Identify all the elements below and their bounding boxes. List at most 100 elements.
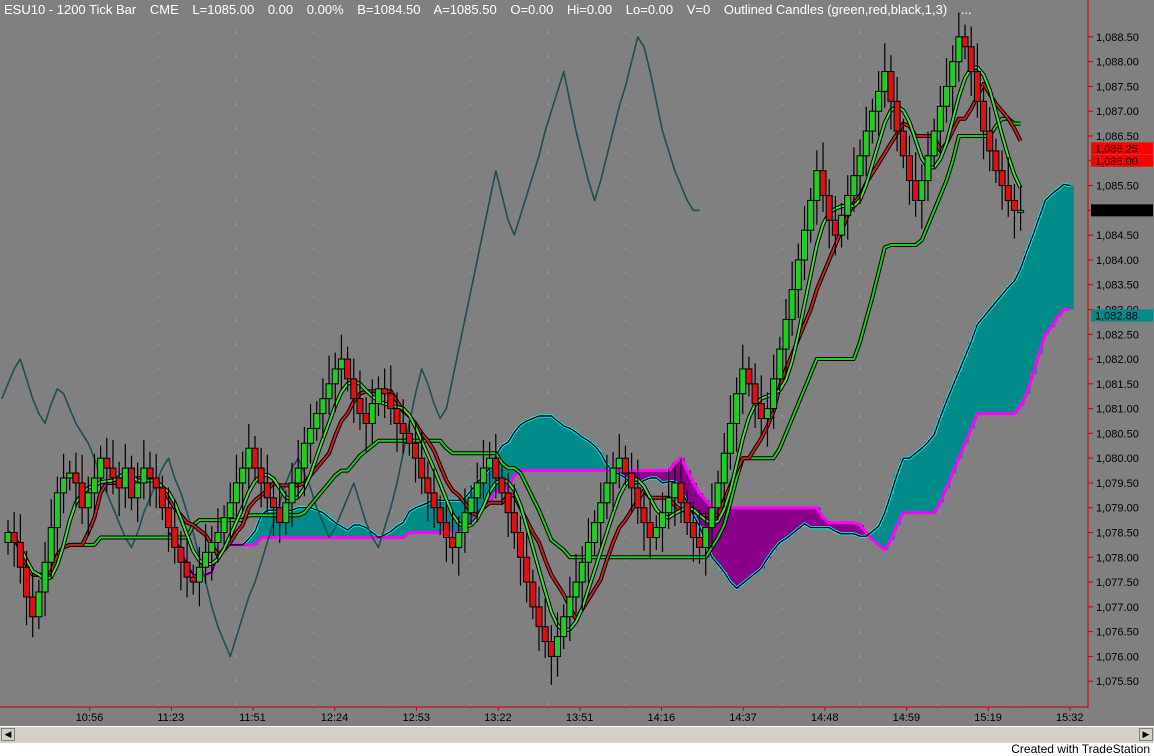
chikou-line: [1, 36, 700, 658]
price-chart[interactable]: 1,088.50 1,088.00 1,087.50 1,087.00 1,086.50…: [0, 0, 1154, 726]
grid-dot: [313, 79, 315, 81]
grid-dot: [937, 247, 939, 249]
grid-dot: [547, 487, 549, 489]
grid-dot: [781, 631, 783, 633]
down-candle: [171, 527, 179, 548]
cloud-segment: [251, 531, 259, 545]
grid-dot: [157, 55, 159, 57]
price-tick-label: 1,085.50: [1096, 181, 1139, 193]
cloud-segment: [856, 525, 864, 537]
grid-dot: [391, 679, 393, 681]
price-tick-label: 1,081.50: [1096, 379, 1139, 391]
grid-dot: [547, 271, 549, 273]
grid-dot: [1015, 463, 1017, 465]
grid-dot: [859, 367, 861, 369]
up-candle: [134, 482, 142, 499]
cloud-segment: [1017, 268, 1025, 407]
price-flag-label: 1,086.00: [1095, 156, 1138, 168]
down-candle: [757, 403, 765, 420]
grid-dot: [469, 559, 471, 561]
cloud-segment: [838, 522, 846, 534]
down-candle: [412, 442, 420, 459]
price-tick-label: 1,075.50: [1096, 676, 1139, 688]
grid-dot: [547, 679, 549, 681]
grid-dot: [469, 415, 471, 417]
grid-dot: [937, 175, 939, 177]
down-candle: [257, 467, 265, 484]
grid-dot: [157, 607, 159, 609]
cloud-segment: [974, 324, 982, 414]
grid-dot: [235, 583, 237, 585]
grid-dot: [781, 79, 783, 81]
grid-dot: [391, 271, 393, 273]
up-candle: [720, 452, 728, 484]
grid-dot: [79, 55, 81, 57]
cloud-segment: [752, 507, 759, 574]
grid-dot: [781, 151, 783, 153]
grid-dot: [859, 631, 861, 633]
grid-dot: [235, 439, 237, 441]
down-candle: [961, 36, 969, 48]
down-candle: [251, 447, 259, 469]
grid-dot: [859, 439, 861, 441]
grid-dot: [469, 535, 471, 537]
grid-dot: [469, 463, 471, 465]
grid-dot: [235, 151, 237, 153]
up-candle: [4, 532, 12, 543]
horizontal-scrollbar[interactable]: ◀ ▶: [0, 726, 1154, 743]
price-tick-label: 1,084.50: [1096, 230, 1139, 242]
grid-dot: [703, 223, 705, 225]
grid-dot: [859, 487, 861, 489]
grid-dot: [937, 271, 939, 273]
chart-panel[interactable]: 1,088.50 1,088.00 1,087.50 1,087.00 1,086.50…: [0, 0, 1154, 726]
grid-dot: [547, 703, 549, 705]
grid-dot: [937, 679, 939, 681]
down-candle: [442, 522, 450, 538]
grid-dot: [157, 367, 159, 369]
grid-dot: [625, 679, 627, 681]
cloud-segment: [350, 525, 358, 538]
grid-dot: [313, 343, 315, 345]
grid-dot: [781, 463, 783, 465]
time-tick-label: 10:56: [76, 712, 104, 724]
down-candle: [541, 626, 549, 643]
cloud-segment: [819, 517, 827, 528]
up-candle: [566, 596, 574, 618]
scroll-left-button[interactable]: ◀: [1, 728, 15, 741]
grid-dot: [1015, 79, 1017, 81]
grid-dot: [79, 607, 81, 609]
down-candle: [115, 477, 123, 489]
grid-dot: [547, 199, 549, 201]
price-flag: [1091, 142, 1153, 155]
down-candle: [72, 472, 80, 484]
grid-dot: [79, 175, 81, 177]
grid-dot: [1015, 487, 1017, 489]
down-candle: [973, 71, 981, 102]
grid-dot: [1015, 607, 1017, 609]
grid-dot: [391, 415, 393, 417]
scroll-right-button[interactable]: ▶: [1139, 728, 1153, 741]
grid-dot: [79, 535, 81, 537]
down-candle: [189, 576, 197, 583]
grid-dot: [313, 487, 315, 489]
down-candle: [628, 472, 636, 489]
net-change: 0.00: [267, 2, 294, 17]
down-candle: [436, 507, 444, 524]
grid-dot: [391, 79, 393, 81]
grid-dot: [859, 607, 861, 609]
grid-dot: [235, 295, 237, 297]
up-candle: [578, 561, 586, 583]
grid-dot: [781, 655, 783, 657]
grid-dot: [547, 247, 549, 249]
grid-dot: [79, 127, 81, 129]
grid-dot: [703, 271, 705, 273]
cloud-segment: [412, 507, 420, 533]
indicator-lines: [1, 36, 1023, 658]
cloud-segment: [418, 505, 426, 533]
price-tick-label: 1,087.50: [1096, 81, 1139, 93]
grid-dot: [703, 679, 705, 681]
down-candle: [992, 150, 1000, 172]
grid-dot: [703, 703, 705, 705]
down-candle: [183, 561, 191, 578]
grid-dot: [469, 31, 471, 33]
